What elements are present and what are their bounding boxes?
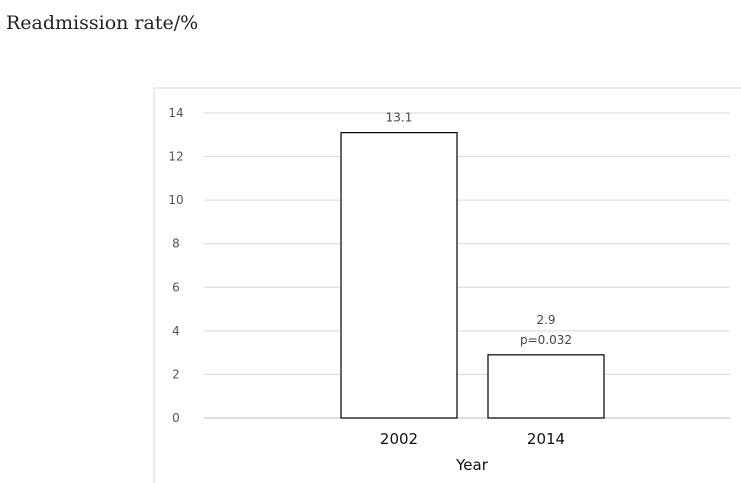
x-tick-label: 2002 [380, 430, 418, 448]
y-tick-label: 10 [168, 193, 183, 207]
x-tick-label: 2014 [527, 430, 565, 448]
y-tick-label: 2 [172, 367, 180, 381]
x-axis-title: Year [455, 456, 489, 474]
bar-2014 [488, 355, 604, 418]
gridlines [204, 113, 730, 418]
y-tick-label: 4 [172, 324, 180, 338]
y-tick-label: 14 [168, 106, 183, 120]
data-label: 13.1 [386, 111, 413, 125]
y-tick-label: 8 [172, 237, 180, 251]
y-tick-label: 6 [172, 280, 180, 294]
data-label: p=0.032 [520, 333, 572, 347]
data-label: 2.9 [536, 313, 555, 327]
bars [341, 133, 604, 418]
y-tick-label: 12 [168, 150, 183, 164]
bar-2002 [341, 133, 457, 418]
y-tick-label: 0 [172, 411, 180, 425]
y-tick-labels: 0 2 4 6 8 10 12 14 [168, 106, 183, 425]
category-labels: 2002 2014 [380, 430, 565, 448]
